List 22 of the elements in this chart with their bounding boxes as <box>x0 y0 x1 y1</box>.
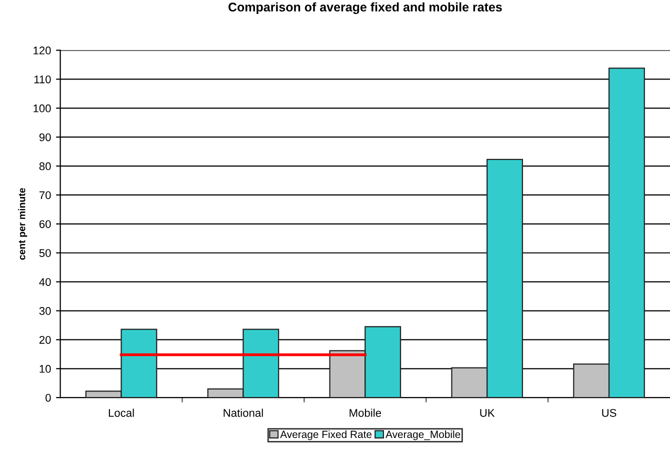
y-tick-label: 100 <box>34 104 51 112</box>
legend-label: Average_Mobile <box>386 430 460 440</box>
y-tick-label: 50 <box>39 249 51 258</box>
y-tick-label: 20 <box>39 336 51 344</box>
x-tick-label: US <box>602 408 616 417</box>
y-axis-title: cent per minute <box>18 188 28 260</box>
y-tick-label: 120 <box>34 46 51 54</box>
y-tick-label: 40 <box>39 278 51 286</box>
y-tick-label: 30 <box>39 307 51 315</box>
x-tick-label: UK <box>480 409 495 417</box>
y-tick-label: 70 <box>39 191 51 200</box>
x-tick-label: National <box>224 408 263 417</box>
y-tick-label: 0 <box>46 394 51 402</box>
x-tick-label: Mobile <box>350 408 382 417</box>
y-tick-label: 110 <box>34 75 51 84</box>
x-tick-label: Local <box>108 408 134 417</box>
y-tick-label: 60 <box>39 220 51 228</box>
y-tick-label: 80 <box>39 162 51 170</box>
chart-title: Comparison of average fixed and mobile rates <box>228 2 502 14</box>
y-tick-label: 90 <box>39 133 51 142</box>
y-tick-label: 10 <box>40 364 51 373</box>
legend-label: Average Fixed Rate <box>280 430 372 440</box>
